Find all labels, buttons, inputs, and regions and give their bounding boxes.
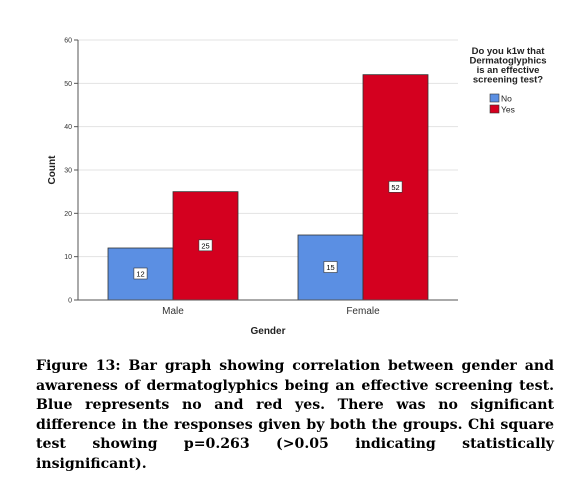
legend-title-line: Do you k1w that — [472, 46, 546, 57]
y-tick-label: 30 — [64, 168, 72, 175]
x-category-label: Female — [346, 306, 380, 317]
x-axis-categories: Male Female — [162, 306, 380, 317]
legend-label-yes: Yes — [501, 105, 515, 115]
y-tick-label: 0 — [68, 298, 72, 305]
legend-title-line: screening test? — [473, 75, 543, 86]
bar-chart: 0 10 20 30 40 50 60 Male Female 12 25 15 52 Gender… — [47, 38, 547, 338]
y-axis-ticks: 0 10 20 30 40 50 60 — [64, 38, 78, 305]
y-tick-label: 40 — [64, 124, 72, 131]
y-tick-label: 60 — [64, 38, 72, 45]
legend-swatch-no — [489, 93, 500, 103]
data-label: 25 — [201, 241, 209, 250]
figure-caption: Figure 13: Bar graph showing correlation… — [36, 358, 554, 472]
y-tick-label: 10 — [64, 254, 72, 261]
legend-swatch-yes — [489, 104, 500, 114]
y-axis-title: Count — [47, 155, 58, 185]
y-tick-label: 50 — [64, 81, 72, 88]
data-label: 52 — [391, 183, 399, 192]
y-tick-label: 20 — [64, 211, 72, 218]
legend-label-no: No — [501, 94, 512, 104]
data-label: 12 — [136, 270, 144, 279]
x-axis-title: Gender — [250, 326, 285, 337]
data-labels: 12 25 15 52 — [133, 181, 403, 280]
legend-title-line: Dermatoglyphics — [469, 56, 546, 67]
data-label-box — [198, 239, 213, 252]
data-label: 15 — [326, 263, 334, 272]
data-label-box — [323, 261, 338, 273]
bars — [107, 74, 429, 301]
x-category-label: Male — [162, 306, 184, 317]
legend-title-line: is an effective — [477, 65, 540, 76]
data-label-box — [133, 267, 148, 280]
data-label-box — [388, 181, 403, 193]
